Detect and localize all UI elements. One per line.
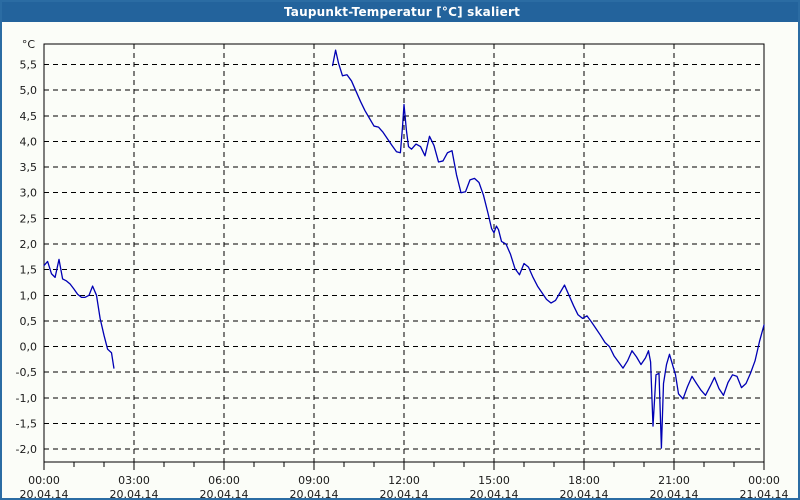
y-tick-label: 1,5 [20, 264, 38, 277]
window-title-bar: Taupunkt-Temperatur [°C] skaliert [2, 2, 798, 22]
x-tick-time-label: 03:00 [118, 474, 150, 487]
y-tick-label: 5,0 [20, 84, 38, 97]
x-tick-time-label: 00:00 [28, 474, 60, 487]
temperature-line-chart: 5,5 5,0 4,5 4,0 3,5 3,0 2,5 2,0 1,5 1,0 0,5 0,0 -0,5… [16, 38, 789, 500]
y-tick-label: 3,5 [20, 161, 38, 174]
y-tick-label: -0,5 [16, 366, 37, 379]
x-axis-tick-labels: 00:0020.04.1403:0020.04.1406:0020.04.140… [20, 474, 789, 500]
y-tick-label: 0,0 [20, 341, 38, 354]
x-gridlines [133, 44, 675, 462]
y-tick-label: -1,0 [16, 392, 37, 405]
unit-label-text: °C [22, 38, 36, 51]
x-tick-date-label: 20.04.14 [20, 488, 69, 500]
y-tick-label: 4,0 [20, 135, 38, 148]
x-tick-time-label: 06:00 [208, 474, 240, 487]
page-title: Taupunkt-Temperatur [°C] skaliert [283, 5, 521, 19]
y-axis-tick-labels: 5,5 5,0 4,5 4,0 3,5 3,0 2,5 2,0 1,5 1,0 0,5 0,0 -0,5… [16, 59, 37, 457]
y-gridlines [44, 64, 764, 450]
x-tick-time-label: 12:00 [388, 474, 420, 487]
x-tick-date-label: 20.04.14 [470, 488, 519, 500]
y-tick-label: -1,5 [16, 418, 37, 431]
y-tick-label: 1,0 [20, 289, 38, 302]
x-minor-ticks [43, 462, 765, 470]
y-tick-label: -2,0 [16, 443, 37, 456]
x-tick-time-label: 15:00 [478, 474, 510, 487]
chart-plot-area: 5,5 5,0 4,5 4,0 3,5 3,0 2,5 2,0 1,5 1,0 0,5 0,0 -0,5… [2, 22, 798, 500]
y-tick-label: 4,5 [20, 110, 38, 123]
data-series-line [43, 49, 765, 449]
x-tick-time-label: 00:00 [748, 474, 780, 487]
x-tick-date-label: 20.04.14 [380, 488, 429, 500]
x-tick-date-label: 20.04.14 [560, 488, 609, 500]
x-tick-date-label: 20.04.14 [650, 488, 699, 500]
y-tick-label: 2,0 [20, 238, 38, 251]
x-tick-date-label: 20.04.14 [200, 488, 249, 500]
x-tick-time-label: 21:00 [658, 474, 690, 487]
y-axis-unit-label: °C [22, 38, 36, 51]
y-tick-label: 5,5 [20, 59, 38, 72]
x-tick-date-label: 20.04.14 [110, 488, 159, 500]
x-tick-time-label: 18:00 [568, 474, 600, 487]
x-tick-date-label: 20.04.14 [290, 488, 339, 500]
y-tick-label: 0,5 [20, 315, 38, 328]
y-tick-label: 2,5 [20, 212, 38, 225]
x-tick-time-label: 09:00 [298, 474, 330, 487]
x-tick-date-label: 21.04.14 [740, 488, 789, 500]
y-tick-label: 3,0 [20, 187, 38, 200]
